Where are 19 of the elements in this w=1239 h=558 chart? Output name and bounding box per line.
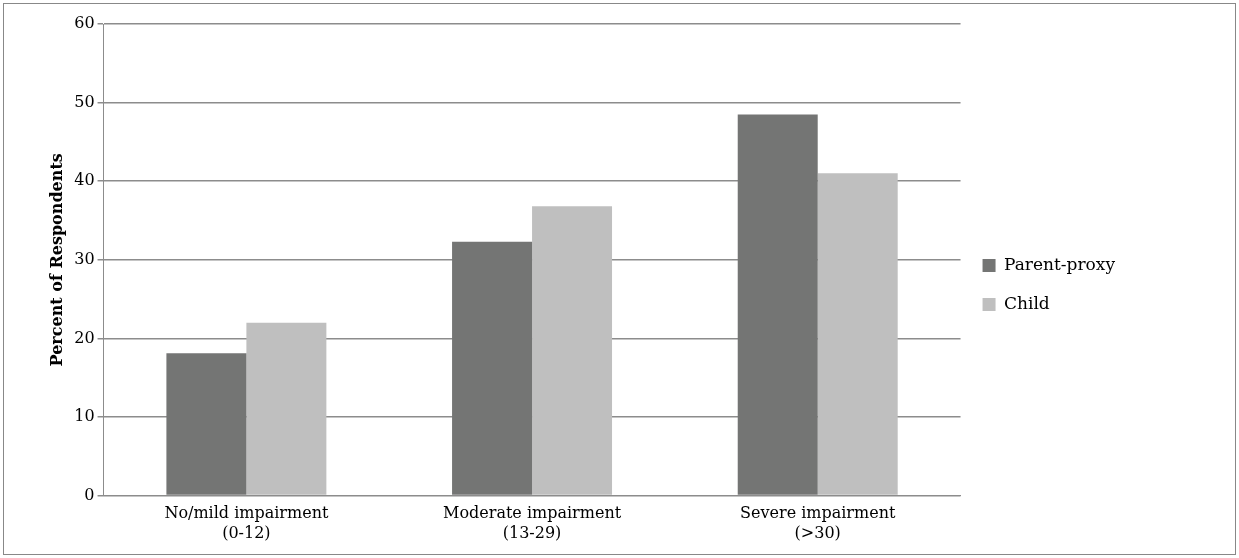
y-tick-label: 30 [74,248,95,268]
legend-label: Parent-proxy [1004,253,1116,274]
y-tick-label: 60 [74,13,95,33]
bar [737,114,818,495]
bar [532,206,613,495]
y-axis-title: Percent of Respondents [46,153,66,367]
legend-label: Child [1004,292,1050,313]
bar [166,353,247,495]
y-tick-label: 20 [74,327,95,347]
bar [817,173,898,495]
x-tick-label: Severe impairment (>30) [740,503,896,542]
y-tick-label: 50 [74,91,95,111]
bar [452,241,533,495]
y-tick-label: 40 [74,170,95,190]
y-tick-label: 10 [74,406,95,426]
bar [246,322,327,495]
x-tick-label: No/mild impairment (0-12) [164,503,329,542]
y-tick-label: 0 [84,484,95,504]
x-tick-label: Moderate impairment (13-29) [443,503,622,542]
